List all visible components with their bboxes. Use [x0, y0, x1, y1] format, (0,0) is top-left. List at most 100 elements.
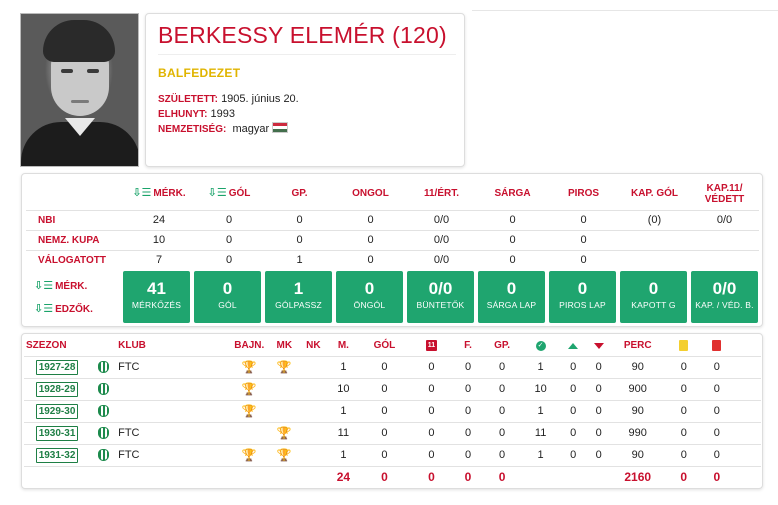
- col-start[interactable]: ✓: [521, 336, 561, 356]
- cell-minutes: 90: [611, 399, 664, 422]
- col-sarga[interactable]: SÁRGA: [494, 188, 531, 200]
- stats-cell: [690, 229, 759, 250]
- cell-penalty: 0: [410, 355, 453, 378]
- col-perc[interactable]: PERC: [623, 340, 652, 352]
- nationality-label: NEMZETISÉG:: [158, 124, 227, 135]
- cup-trophy-icon: 🏆: [276, 425, 292, 440]
- cell-subout: 0: [585, 399, 612, 422]
- side-label-merk[interactable]: ⇩☰ MÉRK.: [34, 280, 88, 292]
- col-club[interactable]: KLUB: [118, 340, 146, 352]
- col-f[interactable]: F.: [464, 340, 472, 352]
- cell-penalty: 0: [410, 399, 453, 422]
- season-link[interactable]: 1929-30: [35, 403, 79, 419]
- cell-matches: 1: [328, 443, 359, 466]
- cell-subin: 0: [560, 355, 586, 378]
- stats-cell: 0/0: [406, 249, 477, 270]
- col-penalty[interactable]: 11: [410, 336, 452, 356]
- col-gp[interactable]: GP.: [494, 340, 511, 352]
- cell-subout: 0: [585, 355, 612, 378]
- col-red[interactable]: [704, 336, 730, 356]
- cell-matches: 11: [328, 421, 359, 444]
- club-name[interactable]: [116, 399, 229, 422]
- club-name[interactable]: [116, 377, 229, 400]
- stat-box: 1 GÓLPASSZ: [265, 271, 332, 323]
- club-crest-icon: [97, 405, 109, 418]
- cup-trophy-icon: 🏆: [276, 359, 292, 374]
- side-label-edzok[interactable]: ⇩☰ EDZŐK.: [34, 303, 93, 315]
- stats-card: ⇩☰ MÉRK. ⇩☰ GÓL GP. ONGOL 11/ÉRT. SÁRGA PI…: [21, 173, 763, 327]
- cell-matches: 1: [328, 399, 359, 422]
- cell-subin: 0: [560, 377, 586, 400]
- cell-subout: 0: [585, 421, 612, 444]
- season-link[interactable]: 1928-29: [35, 381, 79, 397]
- died-label: ELHUNYT:: [158, 109, 208, 120]
- stats-cell: 24: [124, 209, 194, 230]
- season-link[interactable]: 1931-32: [35, 447, 79, 463]
- stats-cell: 7: [124, 249, 194, 270]
- season-link[interactable]: 1927-28: [35, 359, 79, 375]
- col-kap11[interactable]: KAP.11/ VÉDETT: [704, 182, 745, 205]
- cell-start: 1: [520, 443, 561, 466]
- col-subin[interactable]: [561, 336, 586, 356]
- season-row: 1929-30 🏆 1 0 0 0 0 1 0 0 90 0 0: [24, 399, 761, 422]
- club-name[interactable]: FTC: [116, 355, 229, 378]
- stat-box: 0 SÁRGA LAP: [478, 271, 545, 323]
- col-merk[interactable]: ⇩☰ MÉRK.: [132, 187, 186, 200]
- cell-subin: 0: [560, 443, 586, 466]
- club-name[interactable]: FTC: [116, 421, 229, 444]
- boxes-side-labels: ⇩☰ MÉRK. ⇩☰ EDZŐK.: [30, 275, 120, 321]
- player-photo: [20, 13, 139, 167]
- total-penalty: 0: [410, 465, 453, 488]
- stat-box: 0/0 KAP. / VÉD. B.: [691, 271, 758, 323]
- season-row: 1927-28 FTC 🏆 🏆 1 0 0 0 0 1 0 0 90 0 0: [24, 355, 761, 378]
- championship-trophy-icon: 🏆: [241, 381, 257, 396]
- cup-trophy-icon: 🏆: [276, 447, 292, 462]
- col-kapgol[interactable]: KAP. GÓL: [630, 188, 679, 200]
- stats-cell: 0: [477, 229, 548, 250]
- col-gp[interactable]: GP.: [291, 188, 308, 200]
- stats-cell: 0: [194, 209, 264, 230]
- cell-yellow: 0: [663, 421, 704, 444]
- stat-box: 41 MÉRKŐZÉS: [123, 271, 190, 323]
- stat-box-label: GÓL: [218, 300, 237, 310]
- col-subout[interactable]: [586, 336, 612, 356]
- stat-box: 0 ÖNGÓL: [336, 271, 403, 323]
- col-mk[interactable]: MK: [276, 340, 293, 352]
- col-11ert[interactable]: 11/ÉRT.: [423, 188, 460, 200]
- cell-f: 0: [452, 399, 484, 422]
- stats-row: NBI 24 0 0 0 0/0 0 0 (0) 0/0: [26, 209, 759, 230]
- col-gol[interactable]: GÓL: [373, 340, 396, 352]
- col-gol[interactable]: ⇩☰ GÓL: [207, 187, 251, 200]
- cell-gp: 0: [483, 443, 521, 466]
- col-bajn[interactable]: BAJN.: [234, 340, 265, 352]
- col-nk[interactable]: NK: [306, 340, 321, 352]
- col-yellow[interactable]: [664, 336, 704, 356]
- cell-yellow: 0: [663, 355, 704, 378]
- col-m[interactable]: M.: [337, 340, 349, 352]
- stats-cell: (0): [619, 209, 690, 230]
- cell-gp: 0: [483, 355, 521, 378]
- stats-cell: 0/0: [406, 229, 477, 250]
- stats-table: ⇩☰ MÉRK. ⇩☰ GÓL GP. ONGOL 11/ÉRT. SÁRGA PI…: [26, 178, 759, 270]
- stat-box-value: 0/0: [428, 279, 453, 298]
- club-name[interactable]: FTC: [116, 443, 229, 466]
- stat-box-value: 0: [577, 279, 588, 298]
- col-ongol[interactable]: ONGOL: [352, 188, 389, 200]
- season-link[interactable]: 1930-31: [35, 425, 79, 441]
- cell-start: 11: [520, 421, 561, 444]
- cell-goals: 0: [358, 443, 411, 466]
- cell-f: 0: [452, 377, 484, 400]
- stats-row: VÁLOGATOTT 7 0 1 0 0/0 0 0: [26, 249, 759, 270]
- cell-red: 0: [703, 355, 730, 378]
- born-value: 1905. június 20.: [221, 93, 299, 105]
- stat-box-label: MÉRKŐZÉS: [131, 300, 182, 310]
- col-piros[interactable]: PIROS: [567, 188, 600, 200]
- divider: [158, 54, 456, 55]
- born-label: SZÜLETETT:: [158, 94, 218, 105]
- stat-box-value: 0: [506, 279, 517, 298]
- club-crest-icon: [97, 361, 109, 374]
- stats-cell: 10: [124, 229, 194, 250]
- player-bio: SZÜLETETT: 1905. június 20. ELHUNYT: 199…: [158, 92, 299, 137]
- col-season[interactable]: SZEZON: [26, 340, 67, 352]
- cell-start: 10: [520, 377, 561, 400]
